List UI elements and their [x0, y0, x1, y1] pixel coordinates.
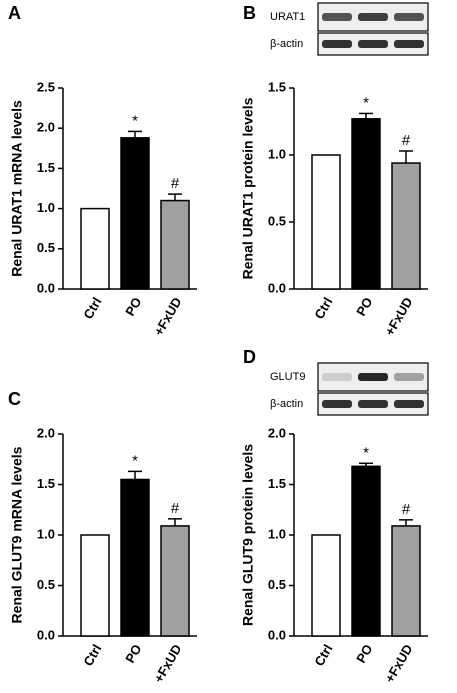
blot-band	[322, 400, 352, 408]
x-tick-label: +FxUD	[151, 295, 185, 338]
bar	[351, 118, 381, 290]
significance-mark: #	[402, 132, 411, 149]
panel-letter: D	[243, 347, 256, 367]
y-tick-label: 0.0	[268, 627, 286, 642]
bar	[311, 534, 341, 637]
bar	[160, 199, 190, 290]
y-tick-label: 1.5	[37, 476, 55, 491]
panel-letter: B	[243, 3, 256, 23]
x-tick-label: +FxUD	[382, 642, 416, 685]
y-axis-label: Renal GLUT9 mRNA levels	[9, 446, 25, 623]
x-tick-label: PO	[353, 295, 375, 319]
significance-mark: *	[363, 444, 369, 461]
x-tick-label: PO	[122, 642, 144, 666]
significance-mark: #	[171, 500, 180, 517]
bar	[120, 478, 150, 637]
x-tick-label: Ctrl	[311, 295, 335, 322]
y-tick-label: 2.0	[268, 425, 286, 440]
x-tick-label: Ctrl	[80, 642, 104, 669]
blot-label: β-actin	[270, 38, 303, 50]
y-tick-label: 0.0	[37, 627, 55, 642]
y-tick-label: 0.5	[268, 577, 286, 592]
bar	[160, 525, 190, 637]
blot-label: GLUT9	[270, 371, 305, 383]
y-tick-label: 2.0	[37, 120, 55, 135]
bar	[80, 534, 110, 637]
y-axis-label: Renal URAT1 protein levels	[240, 97, 256, 279]
x-tick-label: +FxUD	[382, 295, 416, 338]
y-tick-label: 0.0	[268, 280, 286, 295]
y-tick-label: 1.5	[37, 160, 55, 175]
bar	[311, 154, 341, 290]
y-tick-label: 1.0	[37, 200, 55, 215]
blot-band	[322, 373, 352, 381]
y-tick-label: 0.5	[268, 213, 286, 228]
panel-letter: C	[8, 389, 21, 409]
bar	[120, 137, 150, 290]
y-tick-label: 1.0	[268, 526, 286, 541]
blot-band	[358, 400, 388, 408]
y-tick-label: 0.5	[37, 577, 55, 592]
blot-band	[322, 40, 352, 48]
panel-letter: A	[8, 3, 21, 23]
blot-band	[322, 13, 352, 21]
y-tick-label: 2.5	[37, 79, 55, 94]
x-tick-label: Ctrl	[311, 642, 335, 669]
blot-band	[394, 400, 424, 408]
y-tick-label: 1.0	[268, 146, 286, 161]
blot-band	[394, 373, 424, 381]
blot-band	[358, 373, 388, 381]
y-tick-label: 1.0	[37, 526, 55, 541]
significance-mark: #	[171, 175, 180, 192]
blot-label: β-actin	[270, 398, 303, 410]
significance-mark: #	[402, 501, 411, 518]
blot-band	[358, 13, 388, 21]
bar	[391, 525, 421, 637]
blot-label: URAT1	[270, 11, 305, 23]
significance-mark: *	[132, 112, 138, 129]
y-axis-label: Renal GLUT9 protein levels	[240, 444, 256, 626]
blot-band	[394, 40, 424, 48]
blot-band	[394, 13, 424, 21]
y-tick-label: 2.0	[37, 425, 55, 440]
y-axis-label: Renal URAT1 mRNA levels	[9, 100, 25, 277]
y-tick-label: 0.0	[37, 280, 55, 295]
bar	[80, 207, 110, 290]
blot-band	[358, 40, 388, 48]
y-tick-label: 1.5	[268, 476, 286, 491]
x-tick-label: PO	[353, 642, 375, 666]
y-tick-label: 1.5	[268, 79, 286, 94]
bar	[351, 465, 381, 637]
x-tick-label: PO	[122, 295, 144, 319]
y-tick-label: 0.5	[37, 240, 55, 255]
x-tick-label: Ctrl	[80, 295, 104, 322]
x-tick-label: +FxUD	[151, 642, 185, 685]
bar	[391, 162, 421, 290]
significance-mark: *	[132, 452, 138, 469]
significance-mark: *	[363, 94, 369, 111]
